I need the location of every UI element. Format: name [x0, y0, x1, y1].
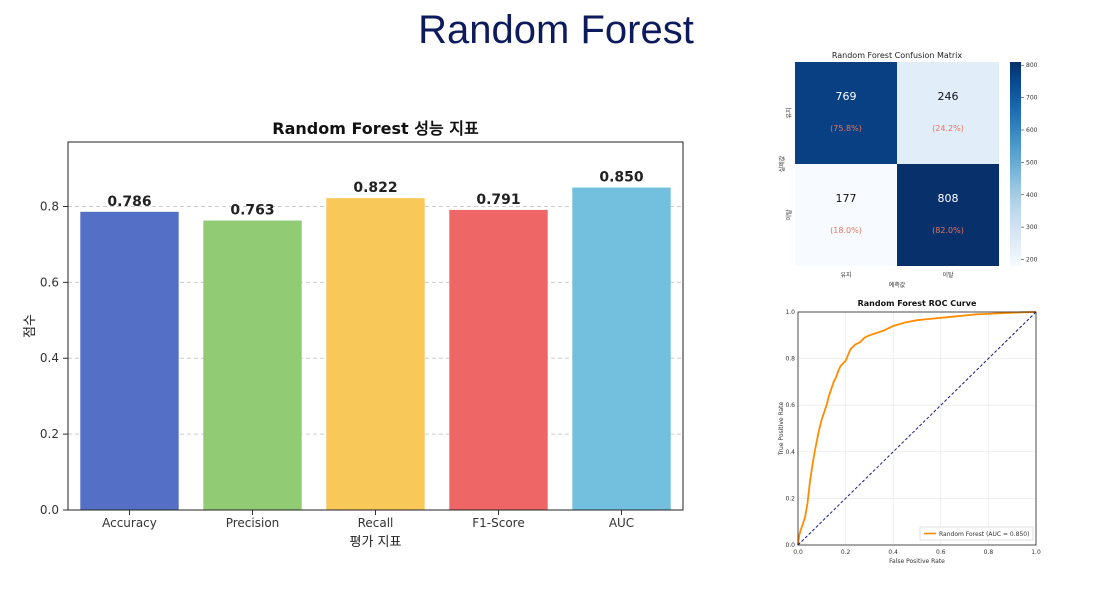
- roc-x-tick-label: 0.2: [841, 549, 851, 556]
- plot-frame: [67, 141, 684, 511]
- y-tick-label: 0.2: [40, 427, 59, 441]
- roc-plot-frame: [797, 311, 1037, 546]
- colorbar-tick-label: 300: [1026, 224, 1038, 231]
- roc-x-tick-label: 0.6: [936, 549, 946, 556]
- bar-auc: [572, 187, 671, 511]
- colorbar-tick-label: 600: [1026, 127, 1038, 134]
- bar-accuracy: [80, 211, 179, 510]
- bar-value-label: 0.763: [230, 203, 274, 219]
- roc-title: Random Forest ROC Curve: [858, 299, 977, 308]
- roc-x-tick-label: 1.0: [1031, 549, 1041, 556]
- y-tick-label: 0.6: [40, 275, 59, 289]
- x-tick-label: Precision: [226, 516, 280, 530]
- cm-y-axis-label: 실제값: [778, 155, 786, 172]
- cm-colorbar: [1010, 62, 1021, 266]
- bar-value-label: 0.850: [599, 170, 644, 186]
- roc-y-tick-label: 0.8: [785, 356, 795, 363]
- y-tick-label: 0.4: [40, 351, 59, 365]
- y-tick-label: 0.0: [40, 503, 59, 517]
- cm-cell: [897, 164, 999, 266]
- roc-y-tick-label: 1.0: [785, 309, 795, 316]
- colorbar-tick-label: 400: [1026, 192, 1038, 199]
- colorbar-tick-label: 500: [1026, 159, 1038, 166]
- cm-percent-label: (82.0%): [932, 226, 964, 235]
- x-tick-label: Accuracy: [102, 516, 157, 530]
- bar-chart-title: Random Forest 성능 지표: [272, 119, 479, 138]
- cm-x-axis-label: 예측값: [889, 281, 906, 289]
- roc-curve-chart: 0.0 0.2 0.4 0.6 0.8 1.0 0.0 0.2 0.4 0.6 0.8 1.0 Rand…: [778, 299, 1041, 565]
- roc-x-tick-label: 0.8: [984, 549, 994, 556]
- x-tick-label: AUC: [609, 516, 634, 530]
- roc-y-tick-label: 0.4: [785, 449, 795, 456]
- bar-f1-score: [449, 209, 548, 510]
- roc-y-tick-label: 0.0: [785, 542, 795, 549]
- cm-title: Random Forest Confusion Matrix: [832, 51, 963, 60]
- bar-value-label: 0.822: [353, 180, 397, 196]
- cm-cell: [795, 62, 897, 164]
- x-axis-label: 평가 지표: [350, 535, 402, 550]
- colorbar-tick-label: 800: [1026, 62, 1038, 69]
- x-tick-label: F1-Score: [472, 516, 524, 530]
- cm-count-label: 177: [836, 192, 857, 205]
- roc-y-tick-label: 0.6: [785, 402, 795, 409]
- cm-cell: [795, 164, 897, 266]
- bar-value-label: 0.786: [107, 194, 151, 210]
- roc-x-axis-label: False Positive Rate: [889, 558, 945, 565]
- roc-y-tick-label: 0.2: [785, 495, 795, 502]
- cm-count-label: 246: [938, 90, 959, 103]
- roc-x-tick-label: 0.0: [793, 549, 803, 556]
- metrics-bar-chart: 0.0 0.2 0.4 0.6 0.8 0.786 Accuracy 0.763 Precisi…: [23, 119, 684, 550]
- chance-diagonal-line: [797, 311, 1037, 546]
- bar-recall: [326, 198, 425, 511]
- confusion-matrix-chart: Random Forest Confusion Matrix 769 (75.8%)…: [778, 51, 1038, 289]
- y-tick-label: 0.8: [40, 199, 59, 213]
- cm-count-label: 769: [836, 90, 857, 103]
- bar-value-label: 0.791: [476, 192, 520, 208]
- roc-legend: [919, 526, 1034, 541]
- cm-y-tick-label: 이탈: [785, 209, 793, 221]
- cm-x-tick-label: 유지: [840, 271, 851, 279]
- roc-y-axis-label: True Positive Rate: [778, 401, 785, 456]
- legend-label: Random Forest (AUC = 0.850): [939, 531, 1029, 538]
- roc-curve-line: [797, 311, 1037, 546]
- y-axis-label: 점수: [23, 314, 38, 338]
- cm-cell: [897, 62, 999, 164]
- roc-x-tick-label: 0.4: [888, 549, 898, 556]
- cm-percent-label: (24.2%): [932, 124, 964, 133]
- cm-percent-label: (75.8%): [830, 124, 862, 133]
- colorbar-tick-label: 700: [1026, 95, 1038, 102]
- colorbar-tick-label: 200: [1026, 257, 1038, 264]
- cm-count-label: 808: [938, 192, 959, 205]
- bar-precision: [203, 220, 302, 510]
- cm-y-tick-label: 유지: [785, 107, 793, 118]
- cm-percent-label: (18.0%): [830, 226, 862, 235]
- slide-title: Random Forest: [418, 8, 694, 52]
- cm-x-tick-label: 이탈: [942, 271, 954, 279]
- x-tick-label: Recall: [358, 516, 394, 530]
